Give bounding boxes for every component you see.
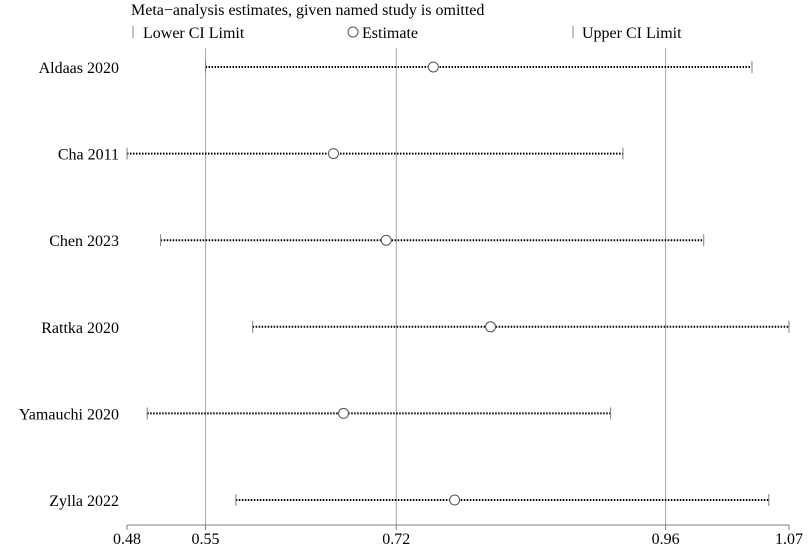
estimate-marker <box>380 234 392 246</box>
estimate-marker <box>427 61 439 73</box>
study-label: Rattka 2020 <box>41 320 119 337</box>
x-tick-label: 0.55 <box>192 531 220 545</box>
x-tick-label: 1.07 <box>775 531 803 545</box>
legend-estimate-label: Estimate <box>362 25 418 42</box>
x-tick-label: 0.72 <box>382 531 410 545</box>
legend-upper-label: Upper CI Limit <box>582 25 682 42</box>
estimate-marker <box>449 494 461 506</box>
legend-lower-label: Lower CI Limit <box>143 25 245 42</box>
study-label: Chen 2023 <box>49 233 119 250</box>
estimate-marker <box>485 321 497 333</box>
reference-lines <box>205 48 667 525</box>
study-label: Zylla 2022 <box>49 493 119 510</box>
study-label: Cha 2011 <box>58 147 119 164</box>
study-row: Chen 2023 <box>49 233 705 250</box>
study-label: Yamauchi 2020 <box>19 406 119 423</box>
study-row: Cha 2011 <box>58 147 624 164</box>
x-tick-label: 0.96 <box>652 531 680 545</box>
legend-estimate-circle <box>347 26 359 38</box>
study-row: Zylla 2022 <box>49 493 770 510</box>
study-row: Aldaas 2020 <box>39 60 753 77</box>
study-row: Rattka 2020 <box>41 320 790 337</box>
x-tick-label: 0.48 <box>113 531 141 545</box>
legend: Lower CI Limit Estimate Upper CI Limit <box>132 25 682 42</box>
estimate-marker <box>338 407 350 419</box>
study-label: Aldaas 2020 <box>39 60 119 77</box>
study-row: Yamauchi 2020 <box>19 406 612 423</box>
study-rows: Aldaas 2020 Cha 2011 Chen 2023 Rattka 2020 Y… <box>19 60 790 510</box>
x-axis: 0.48 0.55 0.72 0.96 1.07 <box>113 524 803 545</box>
estimate-marker <box>327 148 339 160</box>
chart-title: Meta−analysis estimates, given named stu… <box>131 2 484 19</box>
